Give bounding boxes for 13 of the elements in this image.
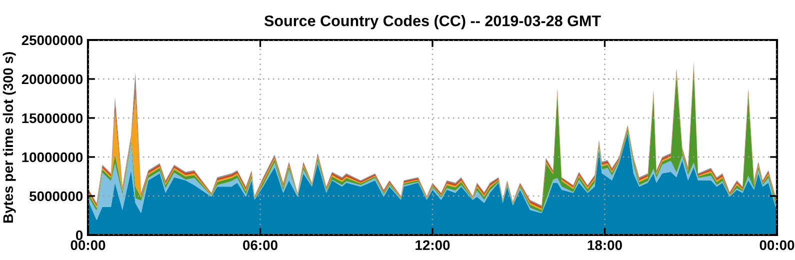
chart-title: Source Country Codes (CC) -- 2019-03-28 GMT xyxy=(264,15,601,30)
y-tick-label: 10000000 xyxy=(22,152,83,162)
x-tick-label: 06:00 xyxy=(243,240,278,250)
y-tick-label: 25000000 xyxy=(22,35,83,46)
x-tick-label: 18:00 xyxy=(588,240,622,250)
x-tick-label: 00:00 xyxy=(760,240,794,250)
x-tick-label: 12:00 xyxy=(416,240,450,250)
y-tick-label: 0 xyxy=(76,230,83,240)
x-tick-label: 00:00 xyxy=(70,240,106,250)
y-tick-label: 5000000 xyxy=(30,191,83,202)
y-axis-title: Bytes per time slot (300 s) xyxy=(2,52,16,223)
y-tick-label: 15000000 xyxy=(22,113,83,124)
y-tick-label: 20000000 xyxy=(22,74,83,84)
